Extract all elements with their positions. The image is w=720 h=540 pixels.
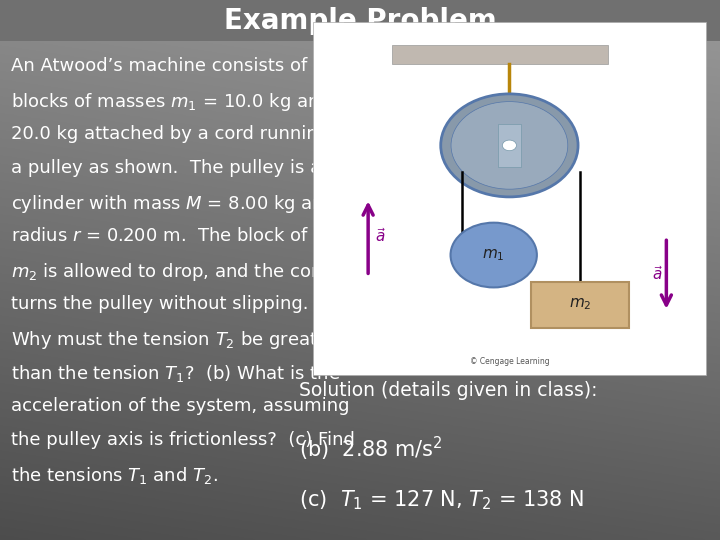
Text: $\vec{a}$: $\vec{a}$: [652, 266, 662, 284]
Text: cylinder with mass $M$ = 8.00 kg and: cylinder with mass $M$ = 8.00 kg and: [11, 193, 335, 215]
Text: Example Problem: Example Problem: [224, 6, 496, 35]
Circle shape: [441, 94, 578, 197]
Text: blocks of masses $m_1$ = 10.0 kg and $m_2$ =: blocks of masses $m_1$ = 10.0 kg and $m_…: [11, 91, 382, 113]
Text: the pulley axis is frictionless?  (c) Find: the pulley axis is frictionless? (c) Fin…: [11, 431, 355, 449]
Text: Solution (details given in class):: Solution (details given in class):: [299, 381, 598, 400]
Text: than the tension $T_1$?  (b) What is the: than the tension $T_1$? (b) What is the: [11, 363, 340, 384]
Text: radius $r$ = 0.200 m.  The block of mass: radius $r$ = 0.200 m. The block of mass: [11, 227, 361, 245]
Text: (b)  2.88 m/s$^2$: (b) 2.88 m/s$^2$: [299, 435, 443, 463]
Circle shape: [451, 222, 537, 287]
Circle shape: [451, 102, 568, 189]
Text: the tensions $T_1$ and $T_2$.: the tensions $T_1$ and $T_2$.: [11, 465, 217, 486]
Text: turns the pulley without slipping.  (a): turns the pulley without slipping. (a): [11, 295, 345, 313]
Text: An Atwood’s machine consists of: An Atwood’s machine consists of: [11, 57, 307, 75]
Circle shape: [503, 140, 516, 151]
Bar: [313, 22, 706, 375]
Bar: [531, 281, 629, 328]
Text: Why must the tension $T_2$ be greater: Why must the tension $T_2$ be greater: [11, 329, 337, 351]
Text: $m_1$: $m_1$: [482, 247, 505, 263]
Bar: [498, 124, 521, 167]
Text: © Cengage Learning: © Cengage Learning: [469, 357, 549, 367]
Text: 20.0 kg attached by a cord running over: 20.0 kg attached by a cord running over: [11, 125, 375, 143]
Text: acceleration of the system, assuming: acceleration of the system, assuming: [11, 397, 349, 415]
Text: (c)  $T_1$ = 127 N, $T_2$ = 138 N: (c) $T_1$ = 127 N, $T_2$ = 138 N: [299, 489, 584, 512]
Bar: [392, 45, 608, 64]
Text: $m_2$: $m_2$: [569, 296, 591, 313]
Bar: [0, 0, 720, 40]
Text: $\vec{a}$: $\vec{a}$: [375, 227, 387, 245]
Text: a pulley as shown.  The pulley is a solid: a pulley as shown. The pulley is a solid: [11, 159, 369, 177]
Text: $m_2$ is allowed to drop, and the cord: $m_2$ is allowed to drop, and the cord: [11, 261, 329, 283]
